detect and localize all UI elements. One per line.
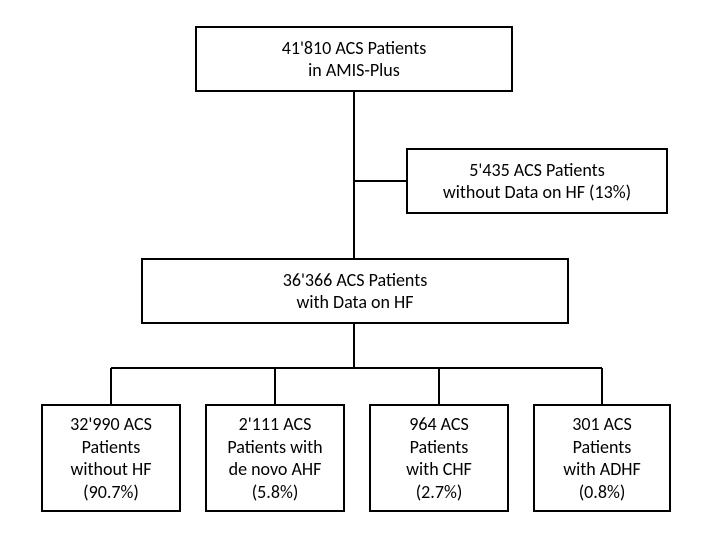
- node-text-line: Patients: [82, 436, 141, 459]
- node-text-line: (5.8%): [252, 481, 299, 504]
- node-text-line: (2.7%): [416, 481, 463, 504]
- node-text-line: Patients with: [227, 436, 322, 459]
- node-text-line: (90.7%): [83, 481, 139, 504]
- node-text-line: in AMIS-Plus: [308, 59, 400, 82]
- node-text-line: 36'366 ACS Patients: [283, 269, 428, 292]
- node-text-line: without HF: [70, 458, 151, 481]
- node-text-line: with ADHF: [563, 458, 641, 481]
- node-text-line: 2'111 ACS: [239, 413, 312, 436]
- node-leaf-denovo-ahf: 2'111 ACSPatients withde novo AHF(5.8%): [205, 404, 345, 512]
- node-text-line: with Data on HF: [296, 291, 413, 314]
- node-root: 41'810 ACS Patientsin AMIS-Plus: [195, 26, 513, 92]
- node-leaf-adhf: 301 ACSPatientswith ADHF(0.8%): [533, 404, 671, 512]
- node-text-line: without Data on HF (13%): [443, 181, 631, 204]
- node-text-line: 5'435 ACS Patients: [469, 159, 604, 182]
- node-text-line: 964 ACS: [409, 413, 469, 436]
- node-leaf-without-hf: 32'990 ACSPatientswithout HF(90.7%): [41, 404, 181, 512]
- node-withdata: 36'366 ACS Patientswith Data on HF: [141, 258, 569, 324]
- node-text-line: with CHF: [406, 458, 472, 481]
- node-excluded: 5'435 ACS Patientswithout Data on HF (13…: [406, 148, 668, 214]
- node-text-line: de novo AHF: [229, 458, 322, 481]
- node-text-line: Patients: [573, 436, 632, 459]
- node-leaf-chf: 964 ACSPatientswith CHF(2.7%): [369, 404, 509, 512]
- node-text-line: 32'990 ACS: [70, 413, 152, 436]
- node-text-line: 301 ACS: [572, 413, 632, 436]
- node-text-line: 41'810 ACS Patients: [282, 37, 427, 60]
- node-text-line: (0.8%): [579, 481, 626, 504]
- node-text-line: Patients: [410, 436, 469, 459]
